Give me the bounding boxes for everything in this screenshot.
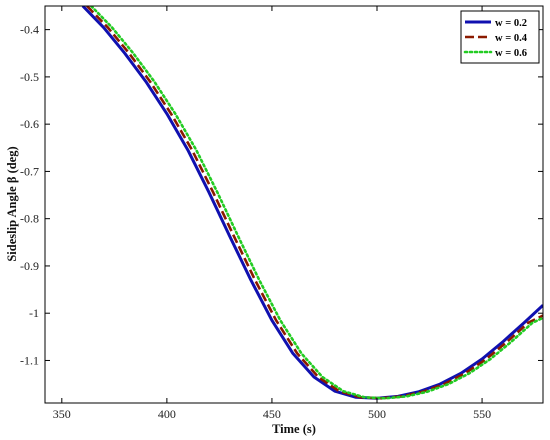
y-tick-label: -0.9: [20, 259, 39, 273]
legend-label-1: w = 0.2: [495, 18, 527, 29]
y-tick-label: -0.6: [20, 117, 39, 131]
x-tick-label: 350: [53, 407, 71, 421]
legend-label-2: w = 0.4: [495, 33, 528, 44]
ticks-layer: 350 400 450 500 550 -0.4 -0.5 -0.6 -0.7 -0.8 -0.9 -…: [20, 6, 543, 421]
y-tick-label: -1.1: [20, 353, 39, 367]
plot-frame: [44, 5, 544, 404]
series-line-2: [86, 6, 543, 400]
legend: w = 0.2 w = 0.4 w = 0.6: [460, 10, 540, 64]
y-tick-label: -0.4: [20, 23, 39, 37]
x-tick-label: 500: [368, 407, 386, 421]
y-tick-label: -0.7: [20, 164, 39, 178]
plot-area: [45, 6, 543, 403]
y-tick-label: -1: [29, 306, 39, 320]
x-axis-title: Time (s): [272, 422, 316, 436]
x-tick-label: 550: [473, 407, 491, 421]
x-tick-label: 400: [158, 407, 176, 421]
y-tick-label: -0.5: [20, 70, 39, 84]
y-tick-label: -0.8: [20, 212, 39, 226]
series-line-1: [81, 6, 543, 400]
x-tick-label: 450: [263, 407, 281, 421]
y-axis-title: Sideslip Angle β (deg): [5, 146, 19, 261]
series-line-3: [89, 6, 543, 400]
legend-label-3: w = 0.6: [495, 48, 527, 59]
series-layer: [81, 6, 543, 400]
